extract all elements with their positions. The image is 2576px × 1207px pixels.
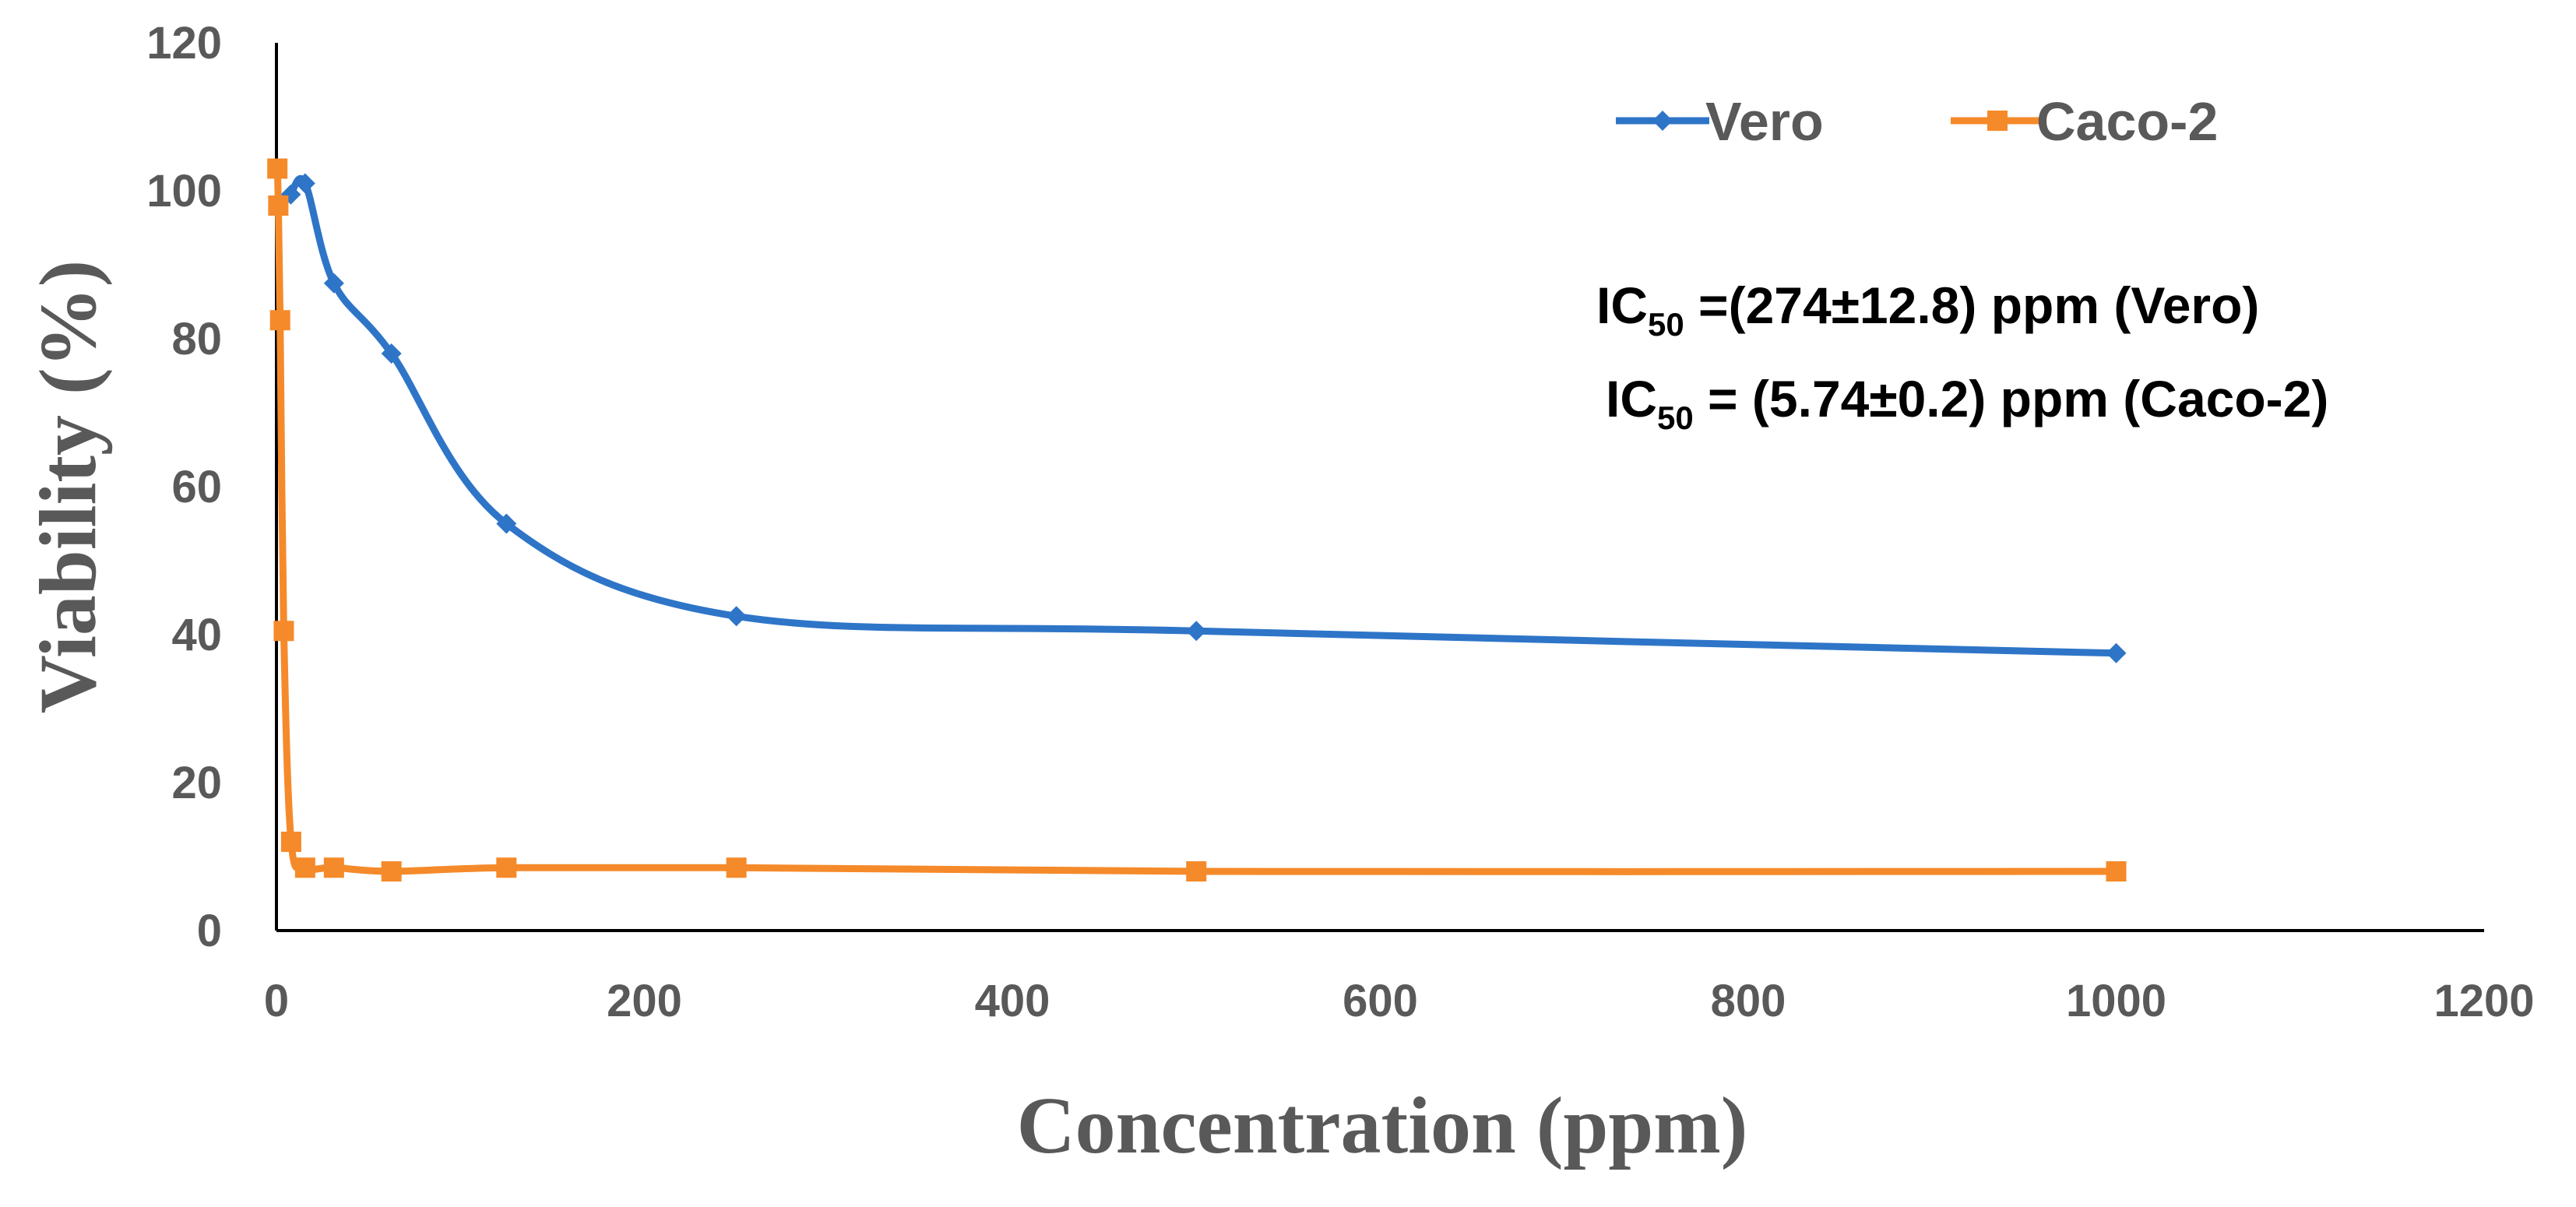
legend-label-vero: Vero [1705,91,1824,152]
x-tick-label: 1200 [2433,976,2534,1026]
ic50-text-vero: =(274±12.8) ppm (Vero) [1684,276,2260,334]
ic50-annotations: IC50 =(274±12.8) ppm (Vero) IC50 = (5.74… [1596,276,2328,436]
ic50-prefix-vero: IC [1596,276,1648,334]
data-point-caco2 [496,857,517,878]
data-point-caco2 [268,195,289,216]
data-point-caco2 [381,861,402,881]
data-point-vero [1186,621,1207,642]
y-tick-label: 60 [171,462,222,512]
data-point-caco2 [267,158,288,179]
ic50-sub-vero: 50 [1648,306,1684,343]
y-tick-label: 120 [146,18,222,69]
legend-marker-vero [1652,111,1673,131]
y-tick-labels: 0 20 40 60 80 100 120 [146,18,222,956]
legend: Vero Caco-2 [1616,91,2218,152]
y-tick-label: 100 [146,166,222,216]
data-point-vero [2106,642,2127,663]
x-tick-label: 600 [1343,976,1418,1026]
data-point-caco2 [1186,861,1207,881]
ic50-annotation-caco2: IC50 = (5.74±0.2) ppm (Caco-2) [1606,370,2328,436]
x-tick-label: 800 [1711,976,1786,1026]
x-tick-label: 200 [607,976,682,1026]
legend-item-caco2: Caco-2 [1951,91,2218,152]
legend-item-vero: Vero [1616,91,1824,152]
data-point-caco2 [323,857,344,878]
series-line-caco2 [273,165,2120,875]
legend-marker-caco2 [1987,111,2008,131]
data-point-vero [496,513,517,534]
x-axis-title: Concentration (ppm) [1017,1081,1748,1170]
series-vero [280,173,2127,663]
ic50-text-caco2: = (5.74±0.2) ppm (Caco-2) [1694,370,2329,428]
data-point-caco2 [2106,861,2127,881]
x-tick-label: 400 [975,976,1050,1026]
data-point-caco2 [294,857,315,878]
legend-label-caco2: Caco-2 [2036,91,2218,152]
data-point-caco2 [273,621,294,642]
y-tick-label: 20 [171,758,222,808]
data-point-vero [381,343,402,364]
ic50-sub-caco2: 50 [1657,399,1694,436]
x-tick-labels: 0 200 400 600 800 1000 1200 [264,976,2535,1026]
data-point-caco2 [269,310,290,331]
data-point-caco2 [280,832,301,852]
ic50-annotation-vero: IC50 =(274±12.8) ppm (Vero) [1596,276,2259,343]
series-layer [267,158,2127,881]
y-tick-label: 80 [171,314,222,364]
y-axis-title: Viability (%) [23,260,113,714]
data-point-vero [726,606,747,627]
y-tick-label: 40 [171,610,222,660]
series-caco2 [267,158,2127,881]
data-point-vero [323,273,344,294]
y-tick-label: 0 [197,906,222,956]
data-point-caco2 [726,857,747,878]
ic50-prefix-caco2: IC [1606,370,1657,428]
axes [275,43,2484,932]
data-point-vero [294,173,315,194]
x-tick-label: 1000 [2066,976,2166,1026]
x-tick-label: 0 [264,976,289,1026]
